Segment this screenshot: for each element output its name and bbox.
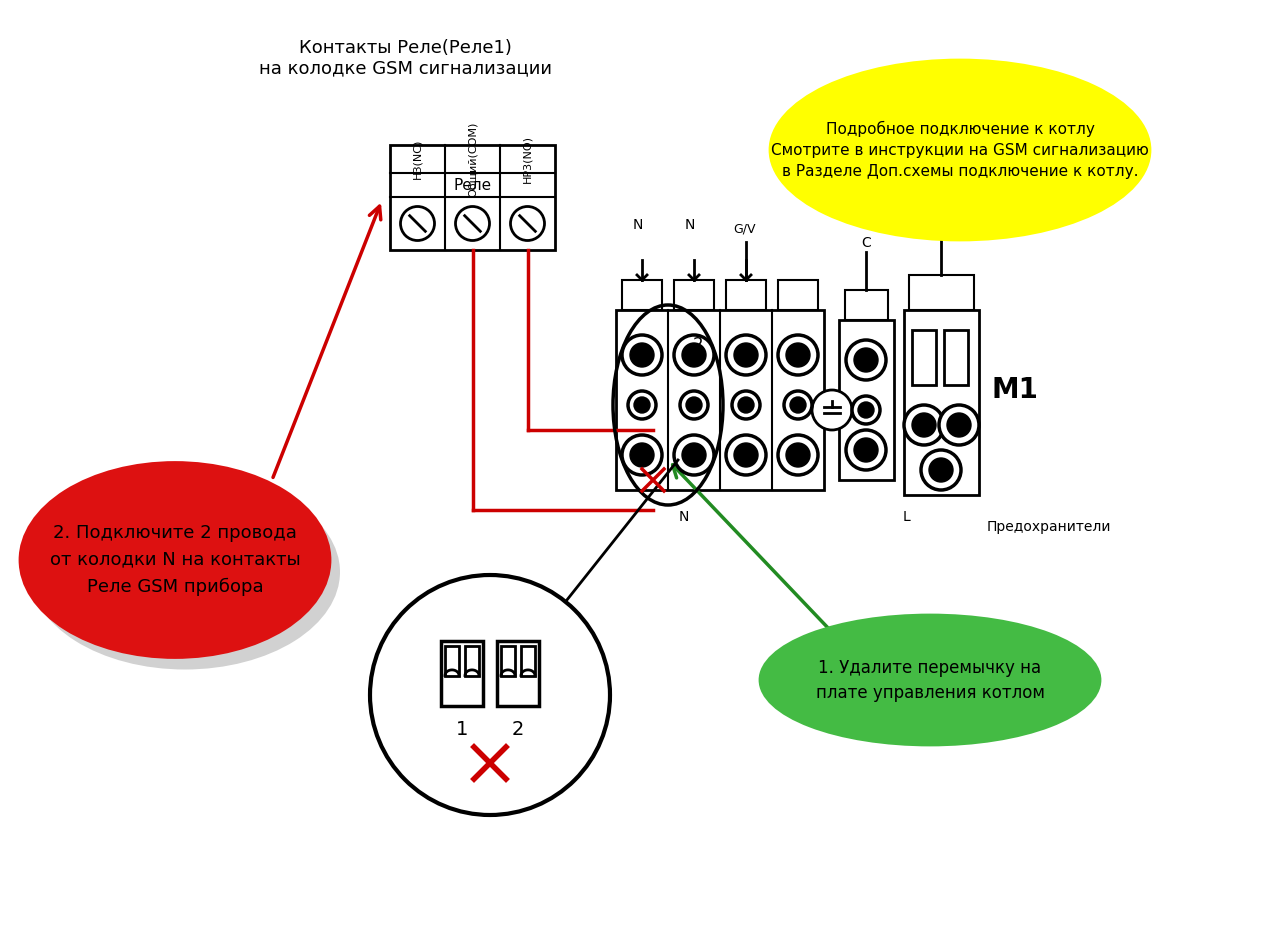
Bar <box>442 640 483 705</box>
Circle shape <box>940 405 979 445</box>
Circle shape <box>922 450 961 490</box>
Circle shape <box>686 397 701 413</box>
Text: 2: 2 <box>692 336 703 354</box>
Circle shape <box>854 438 878 462</box>
Circle shape <box>778 435 818 475</box>
Text: 1: 1 <box>456 720 468 739</box>
Bar <box>497 640 539 705</box>
Text: Подробное подключение к котлу
Смотрите в инструкции на GSM сигнализацию
в Раздел: Подробное подключение к котлу Смотрите в… <box>771 121 1149 179</box>
Circle shape <box>790 397 806 413</box>
Ellipse shape <box>20 463 330 657</box>
Circle shape <box>511 207 544 240</box>
Circle shape <box>622 435 662 475</box>
Bar <box>845 290 888 320</box>
Bar <box>904 310 979 495</box>
Bar <box>909 275 974 310</box>
Circle shape <box>732 391 760 419</box>
Circle shape <box>628 391 657 419</box>
Bar <box>622 280 662 310</box>
Text: 1. Удалите перемычку на
плате управления котлом: 1. Удалите перемычку на плате управления… <box>815 658 1044 701</box>
Text: L: L <box>902 510 910 524</box>
Circle shape <box>904 405 945 445</box>
Circle shape <box>846 430 886 470</box>
Text: N: N <box>678 510 689 524</box>
Bar <box>521 645 535 675</box>
Circle shape <box>682 343 707 367</box>
Text: 2. Подключите 2 провода
от колодки N на контакты
Реле GSM прибора: 2. Подключите 2 провода от колодки N на … <box>50 524 301 595</box>
Circle shape <box>785 391 812 419</box>
Circle shape <box>812 390 852 430</box>
Circle shape <box>680 391 708 419</box>
Circle shape <box>675 435 714 475</box>
Bar <box>675 280 714 310</box>
Text: Реле: Реле <box>453 177 492 192</box>
Bar <box>913 330 936 385</box>
Circle shape <box>778 335 818 375</box>
Text: G/V: G/V <box>732 222 755 235</box>
Text: НР3(NO): НР3(NO) <box>522 135 532 183</box>
Circle shape <box>726 435 765 475</box>
Ellipse shape <box>29 474 340 670</box>
Circle shape <box>739 397 754 413</box>
Circle shape <box>682 443 707 467</box>
Circle shape <box>913 413 936 437</box>
Circle shape <box>630 443 654 467</box>
Circle shape <box>854 348 878 372</box>
Bar <box>726 280 765 310</box>
Circle shape <box>733 343 758 367</box>
Circle shape <box>786 343 810 367</box>
Ellipse shape <box>760 615 1100 745</box>
Circle shape <box>634 397 650 413</box>
Text: Предохранители: Предохранители <box>987 520 1111 534</box>
Text: на колодке GSM сигнализации: на колодке GSM сигнализации <box>259 59 552 77</box>
Bar <box>445 645 460 675</box>
Circle shape <box>786 443 810 467</box>
Circle shape <box>622 335 662 375</box>
Bar <box>945 330 968 385</box>
Circle shape <box>947 413 972 437</box>
Circle shape <box>846 340 886 380</box>
Text: M: M <box>934 218 947 232</box>
Text: N: N <box>685 218 695 232</box>
Circle shape <box>858 402 874 418</box>
Circle shape <box>929 458 954 482</box>
Text: N: N <box>632 218 643 232</box>
Text: 2: 2 <box>512 720 525 739</box>
Circle shape <box>630 343 654 367</box>
Bar <box>390 145 556 250</box>
Text: M1: M1 <box>991 376 1038 404</box>
Bar <box>616 310 824 490</box>
Text: Контакты Реле(Реле1): Контакты Реле(Реле1) <box>298 39 512 57</box>
Text: НЗ(NC): НЗ(NC) <box>412 139 422 179</box>
Bar <box>465 645 479 675</box>
Text: C: C <box>861 236 870 250</box>
Circle shape <box>726 335 765 375</box>
Bar <box>778 280 818 310</box>
Circle shape <box>456 207 489 240</box>
Text: Общий(COM): Общий(COM) <box>467 121 477 196</box>
Circle shape <box>401 207 434 240</box>
Bar <box>838 320 893 480</box>
Circle shape <box>370 575 611 815</box>
Circle shape <box>675 335 714 375</box>
Circle shape <box>733 443 758 467</box>
Ellipse shape <box>771 60 1149 240</box>
Bar <box>500 645 515 675</box>
Circle shape <box>852 396 881 424</box>
